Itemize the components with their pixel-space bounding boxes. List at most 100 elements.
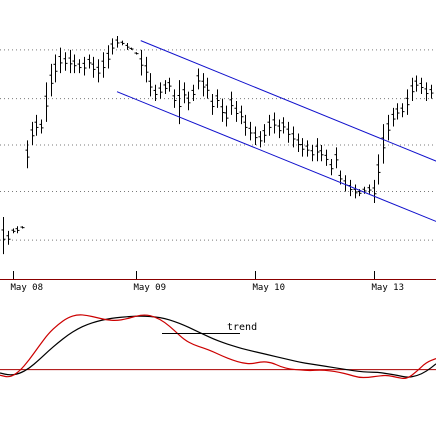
price-bar	[224, 105, 229, 127]
price-bar	[58, 47, 63, 74]
price-bar	[106, 45, 111, 69]
price-grid	[0, 49, 436, 241]
price-bar	[182, 82, 187, 104]
price-bar	[53, 54, 58, 83]
price-bar	[305, 140, 310, 157]
price-bar	[134, 52, 139, 55]
price-bar	[381, 124, 386, 164]
price-bar	[343, 175, 348, 192]
price-bar	[91, 56, 96, 78]
price-bar	[34, 114, 39, 136]
price-bar	[234, 100, 239, 122]
oscillator-line-black	[0, 315, 436, 378]
price-bar	[296, 133, 301, 152]
price-bar	[424, 82, 429, 101]
price-bar	[201, 73, 206, 97]
price-bar	[239, 105, 244, 125]
x-axis: May 08 May 09 May 10 May 13	[0, 271, 436, 293]
price-bar	[315, 138, 320, 162]
price-bar	[372, 179, 377, 204]
price-bar	[353, 184, 358, 199]
trend-annotation: trend	[227, 322, 257, 333]
x-tick-label: May 13	[372, 283, 405, 293]
price-bar	[367, 184, 372, 194]
price-bar	[20, 226, 25, 229]
price-bar	[429, 84, 434, 99]
price-bar	[191, 84, 196, 101]
price-bar	[319, 145, 324, 162]
price-bar	[148, 73, 153, 97]
price-bar	[324, 149, 329, 166]
price-bar	[291, 126, 296, 148]
price-bar	[144, 56, 149, 83]
price-bar	[310, 145, 315, 162]
price-bar	[30, 121, 35, 146]
price-bar	[267, 114, 272, 136]
trend-channel	[116, 40, 436, 222]
x-tick-label: May 10	[253, 283, 286, 293]
price-bar	[25, 140, 30, 169]
price-bar	[410, 77, 415, 101]
price-bar	[129, 47, 134, 50]
price-bar	[87, 54, 92, 69]
price-bar	[153, 84, 158, 101]
price-bar	[158, 82, 163, 99]
price-bar	[82, 56, 87, 76]
price-bar	[281, 117, 286, 134]
price-bar	[186, 91, 191, 111]
price-bar	[115, 36, 120, 48]
price-bar	[110, 38, 115, 55]
price-bar	[300, 138, 305, 157]
price-bar	[101, 52, 106, 78]
price-bar	[286, 121, 291, 143]
price-bar	[243, 114, 248, 136]
price-bar	[391, 107, 396, 127]
price-bar	[68, 49, 73, 74]
price-bar	[172, 89, 177, 108]
price-bar	[210, 94, 215, 115]
price-bar	[253, 126, 258, 146]
price-bar	[272, 112, 277, 134]
price-bar	[6, 230, 11, 245]
price-bar	[229, 91, 234, 115]
price-bar	[49, 63, 54, 97]
price-bar	[220, 98, 225, 122]
price-bar	[348, 179, 353, 197]
price-bar	[277, 119, 282, 139]
price-bar	[139, 49, 144, 76]
price-bar	[120, 40, 125, 46]
price-bar	[258, 131, 263, 148]
price-bars	[1, 36, 434, 255]
channel-line-lower	[116, 91, 436, 222]
price-bar	[125, 42, 130, 50]
price-bar	[11, 228, 16, 234]
oscillator-line-red	[0, 314, 436, 380]
oscillator-panel	[0, 314, 436, 380]
price-bar	[205, 77, 210, 99]
price-bar	[376, 154, 381, 185]
price-bar	[414, 75, 419, 92]
price-bar	[63, 52, 68, 71]
price-bar	[262, 124, 267, 143]
price-bar	[167, 77, 172, 92]
price-bar	[96, 59, 101, 83]
price-bar	[405, 89, 410, 115]
price-bar	[395, 103, 400, 120]
price-bar	[196, 68, 201, 90]
x-tick-label: May 09	[134, 283, 167, 293]
price-bar	[386, 114, 391, 141]
price-bar	[77, 59, 82, 74]
price-bar	[44, 82, 49, 122]
price-bar	[163, 80, 168, 94]
price-bar	[334, 147, 339, 169]
price-bar	[215, 89, 220, 108]
price-bar	[1, 216, 6, 255]
price-bar	[400, 103, 405, 118]
price-bar	[419, 77, 424, 94]
x-tick-label: May 08	[11, 283, 44, 293]
price-bar	[72, 54, 77, 74]
price-bar	[39, 119, 44, 134]
price-bar	[329, 158, 334, 176]
